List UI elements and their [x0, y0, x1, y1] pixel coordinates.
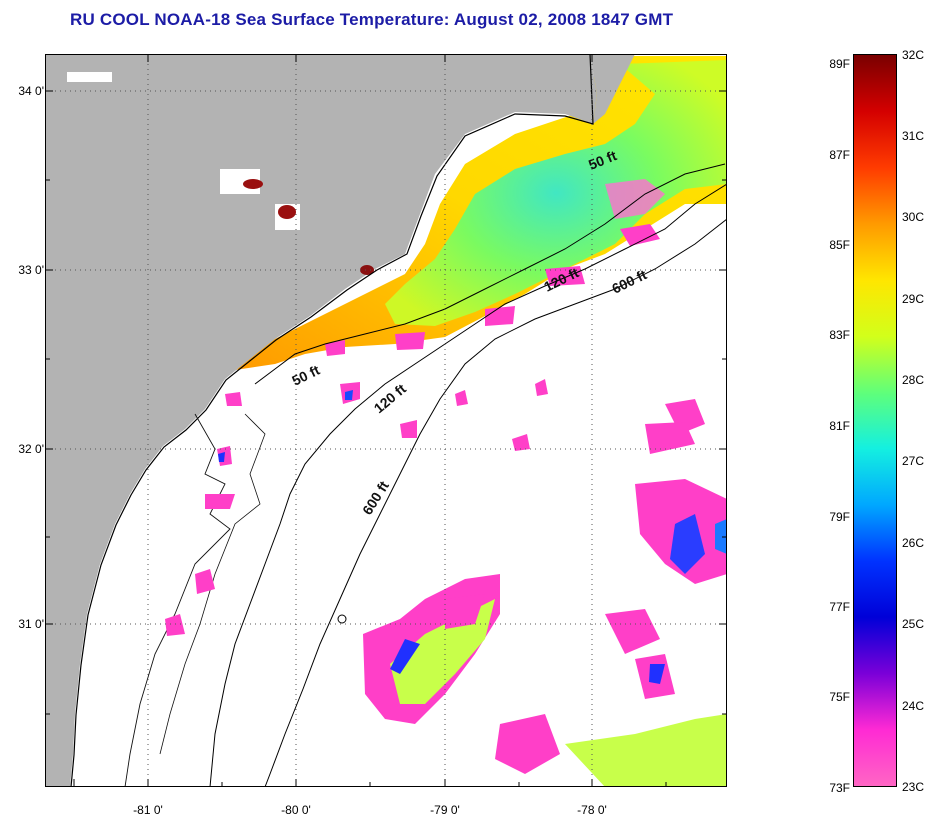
colorbar-label-f: 87F — [829, 148, 850, 162]
sst-patches — [165, 179, 727, 787]
colorbar-label-c: 24C — [902, 699, 925, 713]
page-title: RU COOL NOAA-18 Sea Surface Temperature:… — [70, 10, 674, 29]
colorbar-label-c: 31C — [902, 129, 925, 143]
colorbar-label-c: 27C — [902, 454, 925, 468]
colorbar-label-c: 25C — [902, 617, 925, 631]
lon-label: -79 0' — [430, 803, 460, 817]
colorbar-label-f: 85F — [829, 238, 850, 252]
colorbar-label-f: 75F — [829, 690, 850, 704]
land-area-north — [590, 54, 635, 124]
temperature-colorbar — [853, 54, 897, 787]
lat-label: 32 0' — [18, 442, 44, 456]
colorbar-label-f: 79F — [829, 510, 850, 524]
colorbar-label-f: 81F — [829, 419, 850, 433]
colorbar-label-c: 32C — [902, 48, 925, 62]
bay-water — [385, 60, 727, 326]
contour-120ft-line — [209, 183, 727, 787]
lon-label: -78 0' — [577, 803, 607, 817]
colorbar-label-c: 23C — [902, 780, 925, 794]
land-area — [45, 54, 597, 787]
lat-label: 33 0' — [18, 263, 44, 277]
colorbar-label-c: 30C — [902, 210, 925, 224]
colorbar-label-f: 89F — [829, 57, 850, 71]
graticule — [45, 54, 727, 787]
contour-50ft-line — [254, 163, 726, 385]
colorbar-label-c: 26C — [902, 536, 925, 550]
lat-label: 31 0' — [18, 617, 44, 631]
contour-600ft-line — [264, 218, 727, 787]
colorbar-label-f: 77F — [829, 600, 850, 614]
sst-map: 50 ft 120 ft 600 ft 50 ft 120 ft 600 ft — [45, 54, 727, 787]
lon-label: -80 0' — [281, 803, 311, 817]
colorbar-label-c: 28C — [902, 373, 925, 387]
lat-label: 34 0' — [18, 84, 44, 98]
lon-label: -81 0' — [133, 803, 163, 817]
colorbar-label-f: 73F — [829, 781, 850, 795]
colorbar-label-c: 29C — [902, 292, 925, 306]
colorbar-label-f: 83F — [829, 328, 850, 342]
